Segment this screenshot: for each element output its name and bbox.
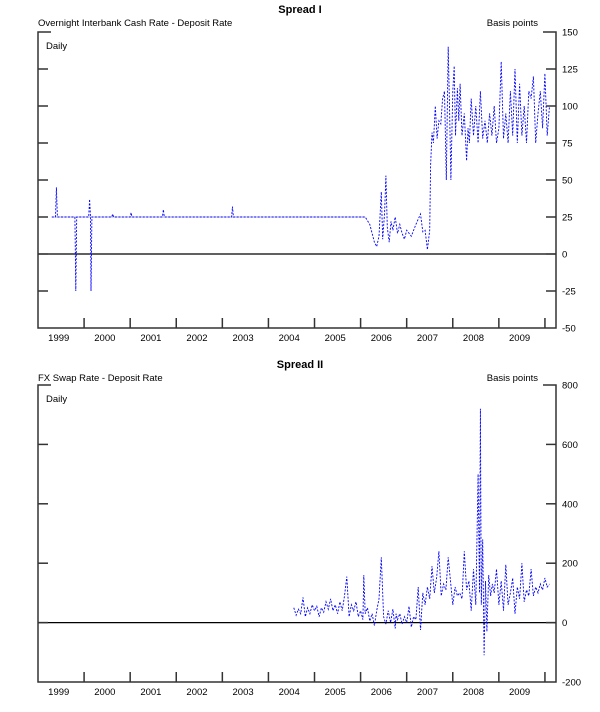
chart-title: Spread II [277,359,323,371]
y-tick-label: 0 [562,250,567,261]
x-tick-label: 2006 [371,687,392,698]
x-tick-label: 2004 [279,687,300,698]
x-tick-label: 2004 [279,333,300,344]
y-tick-label: 50 [562,176,573,187]
x-tick-label: 2009 [509,333,530,344]
chart-title: Spread I [278,4,321,16]
x-tick-label: 2001 [140,333,161,344]
chart-panel-1: Spread I Overnight Interbank Cash Rate - … [37,4,578,344]
y-axis-label: Basis points [487,373,538,384]
x-tick-label: 2002 [186,687,207,698]
y-tick-label: -25 [562,287,576,298]
chart-subtitle: Overnight Interbank Cash Rate - Deposit … [38,18,232,29]
y-tick-label: 150 [562,28,578,39]
plot-frame [37,31,557,329]
chart-panel-2: Spread II FX Swap Rate - Deposit Rate Basi… [37,359,581,698]
x-tick-label: 2007 [417,687,438,698]
frequency-annotation: Daily [46,394,67,405]
y-axis-label: Basis points [487,18,538,29]
x-tick-label: 2006 [371,333,392,344]
chart-subtitle: FX Swap Rate - Deposit Rate [38,373,163,384]
series-line-1 [51,46,550,292]
x-tick-label: 2003 [233,687,254,698]
x-tick-label: 2008 [463,687,484,698]
y-tick-label: 800 [562,381,578,392]
x-tick-label: 1999 [48,333,69,344]
y-tick-label: 25 [562,213,573,224]
x-tick-label: 2005 [325,687,346,698]
y-tick-label: -200 [562,678,581,689]
x-tick-label: 1999 [48,687,69,698]
x-tick-label: 2000 [94,333,115,344]
y-tick-label: 125 [562,65,578,76]
y-tick-label: 0 [562,618,567,629]
x-tick-label: 2000 [94,687,115,698]
y-tick-label: 200 [562,559,578,570]
y-tick-label: -50 [562,324,576,335]
series-line-1 [293,408,550,656]
x-tick-label: 2009 [509,687,530,698]
x-tick-label: 2008 [463,333,484,344]
frequency-annotation: Daily [46,41,67,52]
x-tick-label: 2007 [417,333,438,344]
plot-frame [37,384,557,683]
x-tick-label: 2005 [325,333,346,344]
x-tick-label: 2002 [186,333,207,344]
y-tick-label: 100 [562,102,578,113]
y-tick-label: 75 [562,139,573,150]
y-tick-label: 400 [562,499,578,510]
x-tick-label: 2003 [233,333,254,344]
y-tick-label: 600 [562,440,578,451]
x-tick-label: 2001 [140,687,161,698]
